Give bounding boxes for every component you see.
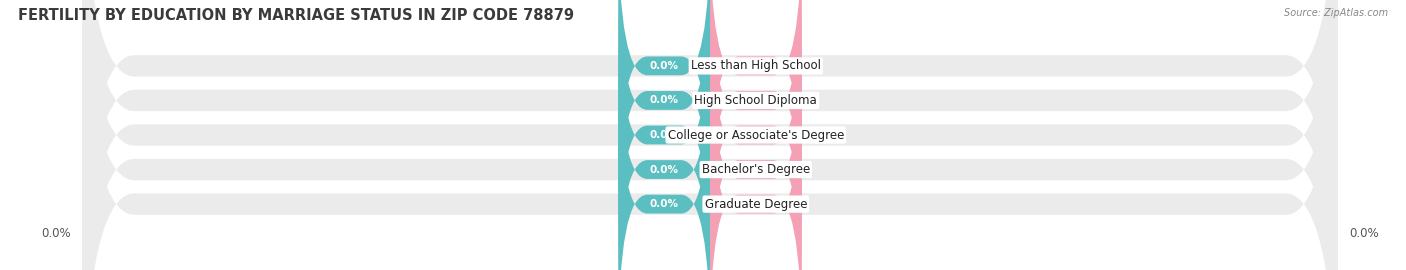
FancyBboxPatch shape [619, 62, 710, 270]
FancyBboxPatch shape [619, 0, 710, 243]
Text: Less than High School: Less than High School [690, 59, 821, 72]
Text: 0.0%: 0.0% [650, 164, 679, 175]
FancyBboxPatch shape [83, 0, 1337, 270]
Text: 0.0%: 0.0% [650, 95, 679, 106]
Text: High School Diploma: High School Diploma [695, 94, 817, 107]
FancyBboxPatch shape [83, 0, 1337, 270]
Text: 0.0%: 0.0% [741, 95, 770, 106]
Text: Bachelor's Degree: Bachelor's Degree [702, 163, 810, 176]
FancyBboxPatch shape [83, 0, 1337, 270]
Text: 0.0%: 0.0% [741, 199, 770, 209]
FancyBboxPatch shape [710, 0, 801, 208]
Text: Graduate Degree: Graduate Degree [704, 198, 807, 211]
Text: 0.0%: 0.0% [650, 61, 679, 71]
Text: 0.0%: 0.0% [741, 130, 770, 140]
FancyBboxPatch shape [619, 27, 710, 270]
FancyBboxPatch shape [710, 0, 801, 243]
FancyBboxPatch shape [619, 0, 710, 208]
FancyBboxPatch shape [710, 62, 801, 270]
Text: 0.0%: 0.0% [741, 61, 770, 71]
Text: College or Associate's Degree: College or Associate's Degree [668, 129, 844, 141]
FancyBboxPatch shape [619, 0, 710, 270]
Text: 0.0%: 0.0% [650, 199, 679, 209]
Text: FERTILITY BY EDUCATION BY MARRIAGE STATUS IN ZIP CODE 78879: FERTILITY BY EDUCATION BY MARRIAGE STATU… [18, 8, 574, 23]
Text: Source: ZipAtlas.com: Source: ZipAtlas.com [1284, 8, 1388, 18]
FancyBboxPatch shape [710, 0, 801, 270]
FancyBboxPatch shape [83, 0, 1337, 270]
Text: 0.0%: 0.0% [741, 164, 770, 175]
Text: 0.0%: 0.0% [650, 130, 679, 140]
FancyBboxPatch shape [710, 27, 801, 270]
FancyBboxPatch shape [83, 0, 1337, 270]
